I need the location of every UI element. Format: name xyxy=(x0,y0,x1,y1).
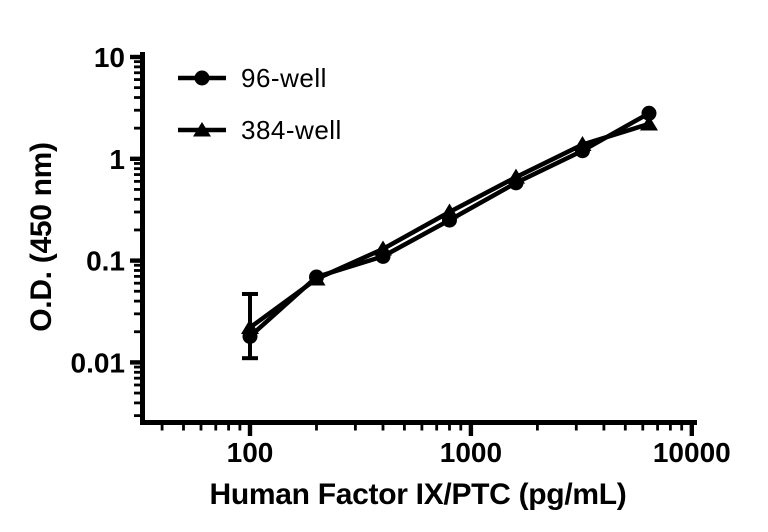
circle-marker xyxy=(641,105,657,121)
y-minor-tick xyxy=(134,269,145,272)
x-minor-tick xyxy=(641,420,645,431)
x-major-tick xyxy=(247,420,253,436)
y-minor-tick xyxy=(134,162,145,165)
y-minor-tick xyxy=(134,391,145,395)
x-minor-tick xyxy=(459,420,463,431)
x-major-tick xyxy=(468,420,474,436)
x-minor-tick xyxy=(448,420,451,431)
x-minor-tick xyxy=(238,420,242,431)
y-minor-tick xyxy=(134,108,145,112)
x-minor-tick xyxy=(381,420,385,431)
circle-marker xyxy=(242,328,258,344)
y-minor-tick xyxy=(134,126,145,130)
x-minor-tick xyxy=(160,420,164,431)
x-minor-tick xyxy=(214,420,218,431)
x-minor-tick xyxy=(574,420,578,431)
y-minor-tick xyxy=(134,188,145,191)
y-minor-tick xyxy=(134,86,145,90)
y-minor-tick xyxy=(134,383,145,387)
x-minor-tick xyxy=(623,420,627,431)
x-minor-tick xyxy=(668,420,672,431)
y-minor-tick xyxy=(134,263,145,267)
y-major-tick xyxy=(130,360,145,365)
x-major-tick xyxy=(689,420,694,436)
x-axis-ticks: 100 1000 10000 xyxy=(160,420,731,468)
y-minor-tick xyxy=(134,289,145,293)
x-minor-tick xyxy=(420,420,424,431)
x-minor-tick xyxy=(199,420,203,431)
x-minor-tick xyxy=(535,420,539,431)
x-axis-title: Human Factor IX/PTC (pg/mL) xyxy=(209,478,627,511)
y-minor-tick xyxy=(134,274,145,278)
y-minor-tick xyxy=(134,167,145,171)
legend-item-384-well: 384-well xyxy=(177,115,342,145)
y-minor-tick xyxy=(134,96,145,99)
y-tick-label: 0.01 xyxy=(71,347,126,378)
y-minor-tick xyxy=(134,60,145,64)
x-minor-tick xyxy=(182,420,185,431)
y-minor-tick xyxy=(134,365,145,369)
x-minor-tick xyxy=(656,420,659,431)
y-tick-label: 1 xyxy=(109,144,125,175)
y-minor-tick xyxy=(134,299,145,303)
384-well-triangle-marker-icon xyxy=(178,122,226,137)
circle-marker xyxy=(308,269,324,285)
y-minor-tick xyxy=(134,370,145,374)
y-major-tick xyxy=(130,156,145,161)
96-well-circle-marker-icon xyxy=(178,70,226,86)
y-minor-tick xyxy=(134,197,145,201)
y-minor-tick xyxy=(134,376,145,380)
y-minor-tick xyxy=(134,281,145,285)
x-minor-tick xyxy=(227,420,230,431)
circle-marker-icon xyxy=(194,70,210,86)
x-minor-tick xyxy=(435,420,439,431)
circle-marker xyxy=(375,248,391,264)
y-minor-tick xyxy=(134,228,145,232)
triangle-marker-icon xyxy=(193,122,211,137)
x-minor-tick xyxy=(602,420,606,431)
series-96-well xyxy=(242,105,657,344)
y-axis-line xyxy=(140,52,145,425)
y-minor-tick xyxy=(134,65,145,69)
legend-item-96-well: 96-well xyxy=(177,63,342,93)
x-tick-label: 10000 xyxy=(653,437,731,468)
x-tick-label: 1000 xyxy=(440,437,502,468)
y-minor-tick xyxy=(134,312,145,316)
x-minor-tick xyxy=(403,420,406,431)
legend-label-384-well: 384-well xyxy=(241,115,342,145)
triangle-marker xyxy=(639,115,658,131)
x-minor-tick xyxy=(680,420,684,431)
x-tick-label: 100 xyxy=(227,437,274,468)
circle-marker xyxy=(508,175,524,191)
axes xyxy=(140,52,697,425)
y-tick-label: 0.1 xyxy=(86,246,125,277)
y-minor-tick xyxy=(134,78,145,81)
circle-marker xyxy=(441,212,457,228)
y-minor-tick xyxy=(134,210,145,214)
legend-label-96-well: 96-well xyxy=(241,63,327,93)
y-axis-title: O.D. (450 nm) xyxy=(25,142,58,332)
y-minor-tick xyxy=(134,71,145,75)
legend: 96-well 384-well xyxy=(177,63,342,171)
x-minor-tick xyxy=(353,420,357,431)
y-major-tick xyxy=(130,258,145,263)
y-major-tick xyxy=(130,54,145,60)
y-minor-tick xyxy=(134,179,145,183)
circle-marker xyxy=(574,143,590,159)
y-tick-label: 10 xyxy=(94,42,125,73)
y-axis-ticks: 10 1 0.1 0.01 xyxy=(71,42,145,418)
x-axis-line xyxy=(140,420,697,425)
y-minor-tick xyxy=(134,173,145,176)
y-minor-tick xyxy=(134,401,145,405)
y-minor-tick xyxy=(134,414,145,418)
x-minor-tick xyxy=(315,420,318,431)
y-minor-tick xyxy=(134,330,145,334)
